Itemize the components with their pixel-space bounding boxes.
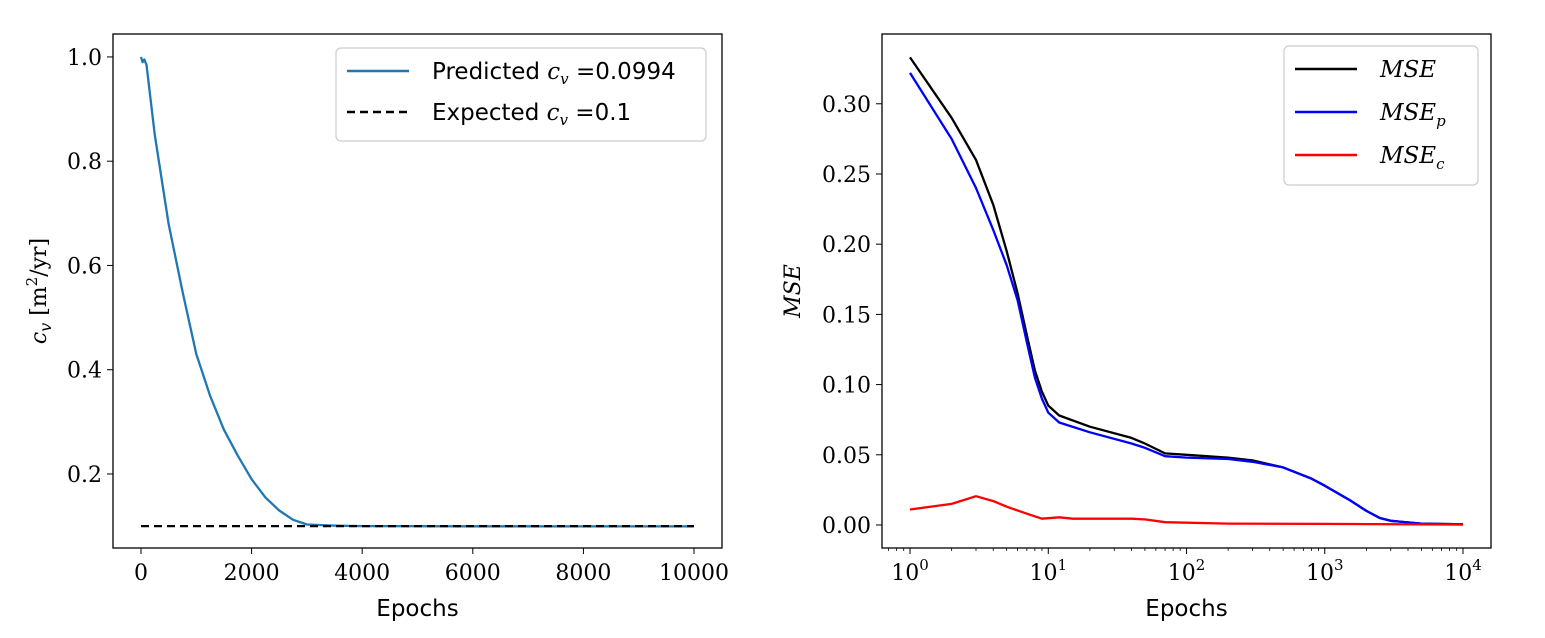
y-axis-label: MSE (781, 264, 806, 319)
y-tick-label: 1.0 (67, 46, 102, 71)
ylabel-sub: v (36, 323, 55, 332)
legend-value: =0.1 (568, 100, 631, 126)
x-tick-base: 10 (1168, 561, 1196, 586)
legend-name: MSE (1379, 100, 1436, 126)
x-tick-label: 104 (1444, 556, 1482, 586)
y-tick-label: 0.30 (822, 93, 871, 118)
y-tick-label: 0.25 (822, 163, 871, 188)
x-tick-exp: 2 (1196, 556, 1206, 574)
x-tick-label: 102 (1168, 556, 1206, 586)
x-tick-base: 10 (1029, 561, 1057, 586)
legend-sub: v (560, 70, 569, 88)
legend-symbol: c (547, 59, 560, 85)
legend-prefix: Expected (432, 100, 547, 126)
y-tick-label: 0.20 (822, 233, 871, 258)
cv-chart: 0 2000 4000 6000 8000 10000 0.2 0.4 0.6 0.8 1.0 Epo… (23, 33, 729, 622)
legend-sub: v (560, 111, 569, 129)
legend-name: MSE (1379, 143, 1436, 169)
legend-box (1283, 45, 1479, 186)
x-axis-label: Epochs (376, 596, 458, 622)
ylabel-unit: [m (27, 286, 52, 323)
mse-chart: 100 101 102 103 1040.000.050.100.150.200.250… (781, 33, 1492, 622)
y-axis-label: cv [m2/yr] (23, 238, 55, 344)
x-tick-base: 10 (1306, 561, 1334, 586)
x-tick-label: 0 (134, 561, 148, 586)
y-tick-label: 0.05 (822, 444, 871, 469)
legend-value: =0.0994 (569, 59, 676, 85)
y-tick-label: 0.4 (67, 359, 102, 384)
x-tick-exp: 4 (1472, 556, 1482, 574)
x-tick-label: 100 (891, 556, 929, 586)
ylabel-symbol: c (27, 332, 52, 344)
y-tick-label: 0.6 (67, 254, 102, 279)
x-tick-exp: 0 (919, 556, 929, 574)
series-line-1 (909, 72, 1464, 526)
legend-sub: c (1436, 155, 1445, 173)
legend-prefix: Predicted (432, 59, 547, 85)
x-tick-base: 10 (891, 561, 919, 586)
series-line-2 (909, 495, 1464, 526)
x-tick-label: 4000 (334, 561, 390, 586)
x-tick-label: 10000 (659, 561, 729, 586)
legend-sub: p (1436, 112, 1446, 130)
x-axis-label: Epochs (1145, 596, 1227, 622)
legend-entry-0: MSE (1379, 57, 1436, 83)
x-tick-label: 103 (1306, 556, 1344, 586)
legend-entry-0: Predicted cv =0.0994 (432, 59, 676, 88)
y-tick-label: 0.00 (822, 514, 871, 539)
y-tick-label: 0.15 (822, 303, 871, 328)
x-tick-exp: 3 (1334, 556, 1344, 574)
x-tick-label: 6000 (445, 561, 501, 586)
x-tick-label: 101 (1029, 556, 1067, 586)
legend-symbol: c (547, 100, 560, 126)
x-tick-base: 10 (1444, 561, 1472, 586)
axes-frame (112, 33, 723, 549)
legend-name: MSE (1379, 57, 1436, 83)
y-tick-label: 0.8 (67, 150, 102, 175)
legend-entry-1: MSEp (1379, 100, 1446, 130)
ylabel-unit-end: /yr] (27, 238, 52, 277)
legend-entry-2: MSEc (1379, 143, 1445, 173)
y-tick-label: 0.2 (67, 463, 102, 488)
x-tick-exp: 1 (1057, 556, 1067, 574)
x-tick-label: 8000 (555, 561, 611, 586)
ylabel-sup: 2 (23, 277, 41, 287)
y-tick-label: 0.10 (822, 374, 871, 399)
x-tick-label: 2000 (224, 561, 280, 586)
legend-entry-1: Expected cv =0.1 (432, 100, 631, 129)
legend-box (335, 47, 707, 142)
